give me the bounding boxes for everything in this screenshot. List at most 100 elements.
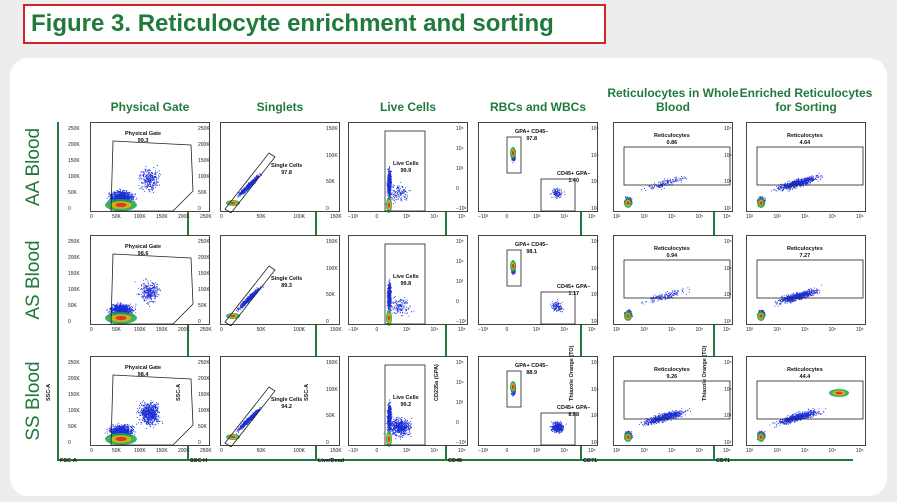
gate-value: 7.27 — [799, 253, 811, 259]
y-tick-label: 10⁵ — [724, 360, 732, 366]
plot-canvas — [105, 253, 194, 325]
gate-name: Live Cells — [393, 395, 419, 401]
x-tick-label: 10³ — [773, 448, 781, 454]
y-tick-label: 10³ — [591, 292, 599, 299]
y-tick-label: −10³ — [456, 206, 467, 212]
y-tick-label: 10³ — [724, 413, 732, 420]
x-tick-label: 10⁵ — [828, 214, 837, 220]
y-tick-label: 0 — [456, 299, 459, 305]
gate-outline — [623, 380, 731, 420]
y-tick-label: 250K — [198, 126, 210, 132]
gate-label: Live Cells 99.8 — [393, 274, 419, 288]
gate-outline — [623, 259, 731, 299]
plot-canvas — [756, 146, 864, 208]
y-tick-label: 10⁴ — [456, 259, 464, 265]
plot-canvas — [623, 259, 731, 321]
y-tick-label: 150K — [326, 126, 338, 132]
density-hotspot — [511, 150, 515, 156]
gate-name: CD45+ GPA– — [557, 284, 591, 290]
event-cloud — [136, 400, 163, 429]
x-tick-label: 50K — [112, 448, 121, 454]
y-tick-label: 10⁴ — [591, 386, 599, 393]
gate-name: Reticulocytes — [787, 133, 823, 139]
gate-label: Single Cells 97.8 — [271, 163, 302, 177]
event-cloud — [237, 173, 262, 198]
gate-label: Reticulocytes 0.94 — [654, 246, 690, 260]
gate-label: Live Cells 99.2 — [393, 395, 419, 409]
event-cloud — [386, 278, 392, 314]
gate-outline — [110, 140, 194, 212]
flow-plot: Single Cells 94.2 — [220, 356, 340, 447]
gate-label: Reticulocytes 44.4 — [787, 367, 823, 381]
gate-name: Physical Gate — [125, 365, 162, 371]
gate-value: 89.3 — [281, 283, 292, 289]
x-tick-label: 200K — [178, 448, 190, 454]
plot-canvas — [756, 259, 864, 321]
density-hotspot — [387, 436, 391, 442]
plot-canvas — [623, 146, 731, 208]
x-tick-label: 10⁴ — [801, 327, 809, 333]
y-tick-label: 10³ — [591, 179, 599, 186]
x-tick-label: −10³ — [348, 214, 359, 220]
y-tick-label: 150K — [68, 158, 80, 164]
figure-title-box: Figure 3. Reticulocyte enrichment and so… — [23, 4, 606, 44]
axis-title: Thiazole Orange (TO) — [569, 345, 575, 401]
event-cloud — [770, 173, 823, 192]
x-tick-label: 0 — [220, 448, 223, 454]
density-hotspot — [511, 263, 515, 269]
x-tick-label: 200K — [178, 327, 190, 333]
y-tick-label: 50K — [68, 190, 77, 196]
x-tick-label: 100K — [134, 214, 146, 220]
x-tick-label: 10² — [613, 327, 621, 333]
y-tick-label: 150K — [68, 392, 80, 398]
flow-plot: GPA+ CD45– 98.1 CD45+ GPA– 1.17 — [478, 235, 598, 325]
x-tick-label: 10⁴ — [560, 214, 569, 220]
y-tick-label: 10⁴ — [724, 265, 732, 272]
y-tick-label: 10³ — [724, 292, 732, 299]
plot-canvas — [756, 380, 864, 442]
density-hotspot — [759, 201, 763, 205]
y-tick-label: 10² — [591, 440, 599, 446]
gate-name: GPA+ CD45– — [515, 129, 549, 135]
x-tick-label: 100K — [293, 327, 306, 333]
x-tick-label: 0 — [220, 327, 223, 333]
gate-label: Physical Gate 98.4 — [125, 365, 161, 379]
x-tick-label: 10² — [746, 448, 754, 454]
y-tick-label: 150K — [198, 392, 210, 398]
x-tick-label: 0 — [220, 214, 223, 220]
x-tick-label: −10³ — [478, 448, 489, 454]
column-header: Enriched Reticulocytes for Sorting — [739, 86, 873, 114]
gate-value: 0.94 — [666, 253, 678, 259]
y-tick-label: 250K — [198, 360, 210, 366]
gate-label: GPA+ CD45– 97.8 — [515, 129, 548, 143]
y-tick-label: −10³ — [456, 319, 467, 325]
density-hotspot — [230, 314, 236, 318]
x-tick-label: 150K — [330, 448, 342, 454]
y-tick-label: 10⁵ — [591, 239, 599, 245]
column-axis-line — [187, 459, 327, 461]
density-hotspot — [115, 202, 127, 208]
x-tick-label: 10³ — [403, 214, 411, 220]
density-hotspot — [387, 315, 391, 321]
x-tick-label: 100K — [134, 327, 146, 333]
x-tick-label: 10⁵ — [695, 448, 704, 454]
plot-canvas — [384, 243, 426, 326]
x-tick-label: 10⁶ — [723, 448, 731, 454]
gate-outline — [506, 249, 522, 287]
x-tick-label: 10⁴ — [430, 214, 439, 220]
x-tick-label: 10⁴ — [560, 448, 569, 454]
gate-value: 1.40 — [568, 178, 580, 184]
x-tick-label: 250K — [200, 327, 212, 333]
gate-label: Reticulocytes 7.27 — [787, 246, 823, 260]
x-tick-label: 0 — [505, 448, 509, 454]
gate-value: 88.9 — [526, 370, 538, 376]
gate-name: Physical Gate — [125, 131, 162, 137]
y-tick-label: 250K — [68, 360, 80, 366]
gate-label: Physical Gate 98.6 — [125, 244, 161, 258]
gate-outline — [623, 146, 731, 186]
y-tick-label: 10⁴ — [456, 380, 464, 386]
gate-value: 0.86 — [666, 140, 678, 146]
gate-label: Physical Gate 99.3 — [125, 131, 161, 145]
x-tick-label: 50K — [112, 327, 121, 333]
gate-outline — [110, 253, 194, 325]
